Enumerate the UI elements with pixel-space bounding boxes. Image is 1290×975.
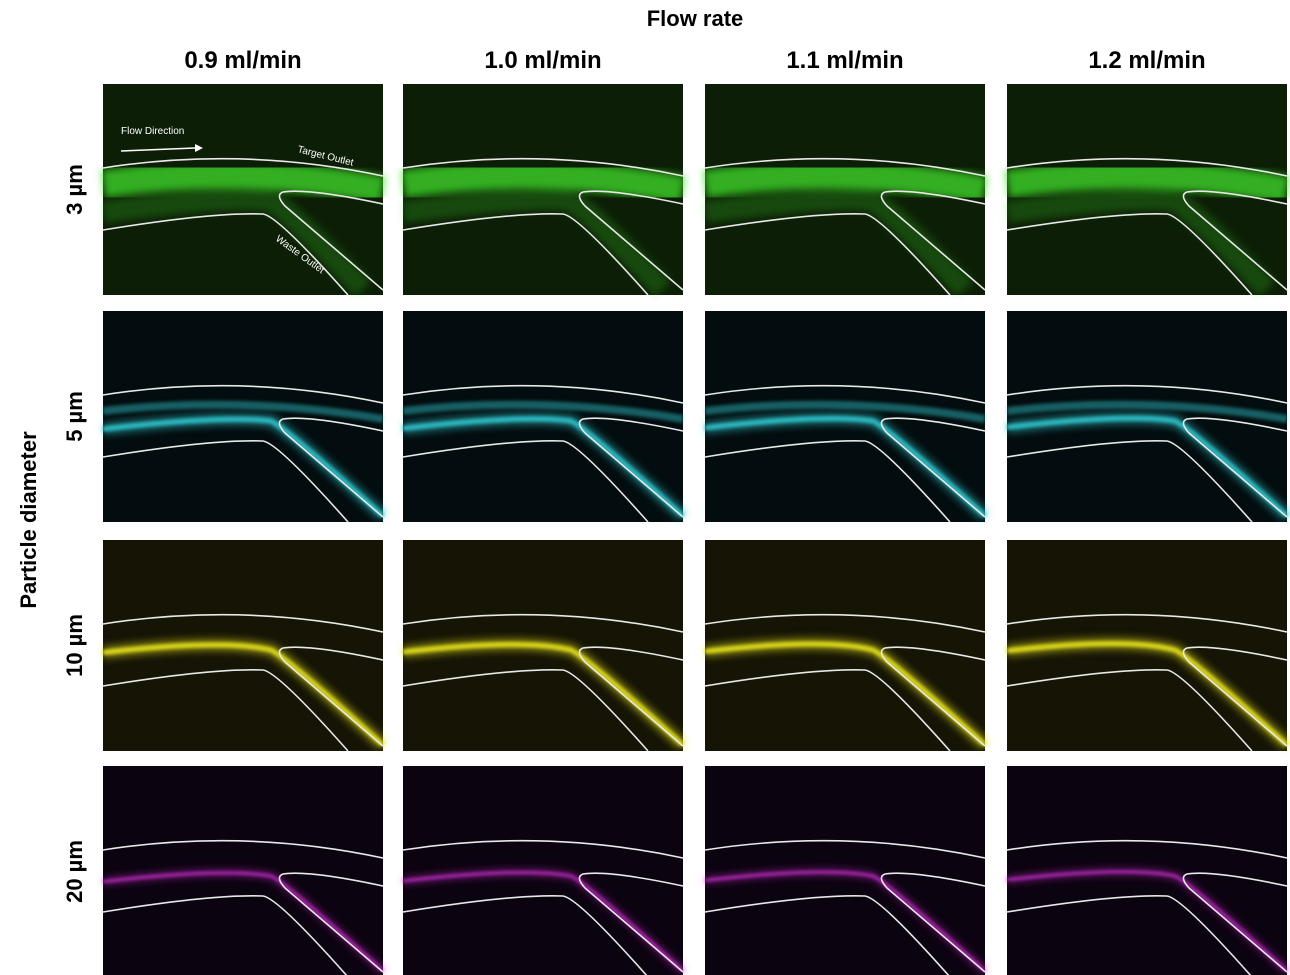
micrograph-panel (403, 540, 683, 751)
micrograph-panel (103, 311, 383, 522)
stream-glow (705, 175, 985, 190)
y-axis-label: Particle diameter (16, 431, 41, 609)
row-label: 3 µm (62, 164, 87, 215)
micrograph-panel (403, 766, 683, 975)
column-label: 1.2 ml/min (1088, 47, 1205, 74)
micrograph-panel (1007, 311, 1287, 522)
row-label: 20 µm (62, 840, 87, 903)
stream-glow (1007, 175, 1287, 190)
column-label: 1.1 ml/min (786, 47, 903, 74)
micrograph-panel (403, 311, 683, 522)
micrograph-panel (705, 311, 985, 522)
micrograph-panel (103, 84, 383, 295)
figure: Flow rate Particle diameter 0.9 ml/min 1.… (0, 0, 1290, 975)
row-label: 5 µm (62, 391, 87, 442)
micrograph-panel (403, 84, 683, 295)
micrograph-panel (1007, 540, 1287, 751)
column-label: 0.9 ml/min (184, 47, 301, 74)
stream-glow (103, 175, 383, 190)
micrograph-panel (103, 540, 383, 751)
micrograph-panel (705, 766, 985, 975)
panel-grid (103, 84, 1287, 975)
stream-glow (403, 175, 683, 190)
micrograph-panel (705, 84, 985, 295)
micrograph-panel (705, 540, 985, 751)
column-label: 1.0 ml/min (484, 47, 601, 74)
micrograph-panel (1007, 84, 1287, 295)
micrograph-panel (1007, 766, 1287, 975)
micrograph-panel (103, 766, 383, 975)
annotation: Flow Direction (121, 126, 184, 137)
header-title: Flow rate (647, 6, 744, 31)
row-label: 10 µm (62, 614, 87, 677)
